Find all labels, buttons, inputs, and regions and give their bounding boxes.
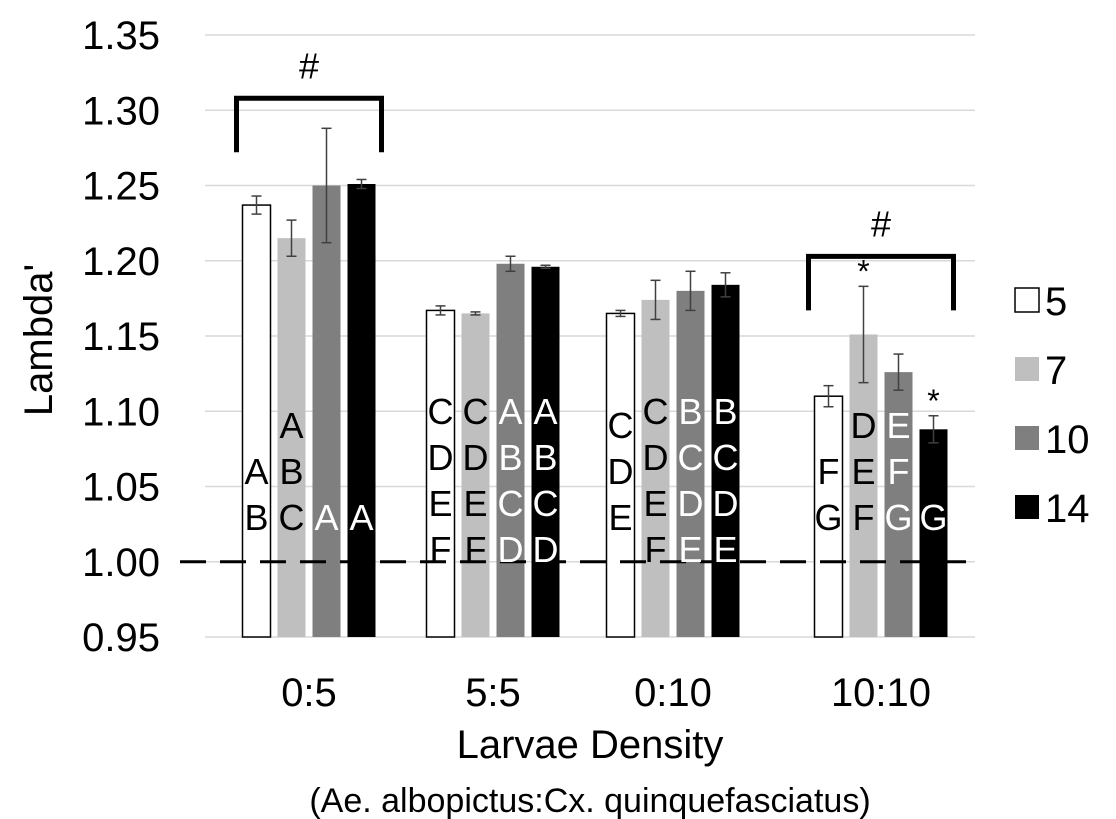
bar: [347, 183, 376, 637]
significance-letter: C: [678, 437, 704, 478]
bar: [277, 238, 306, 638]
significance-letter: D: [713, 483, 739, 524]
annotations: **##: [234, 45, 956, 419]
x-tick-label: 0:5: [281, 671, 337, 715]
legend-label: 5: [1045, 280, 1067, 324]
y-tick-label: 1.20: [82, 240, 160, 284]
significance-letters: ABCDEFCDEFGABCCDEFCDEFDEFAABCDBCDEEFGAAB…: [244, 391, 947, 570]
significance-letter: E: [713, 529, 737, 570]
significance-letter: F: [818, 451, 840, 492]
significance-letter: D: [851, 405, 877, 446]
significance-letter: E: [851, 451, 875, 492]
legend-label: 10: [1045, 418, 1090, 462]
y-tick-label: 1.15: [82, 315, 160, 359]
significance-letter: B: [533, 437, 557, 478]
bracket: [806, 253, 956, 311]
significance-letter: E: [463, 483, 487, 524]
significance-letter: A: [498, 391, 522, 432]
significance-letter: E: [886, 405, 910, 446]
bar: [676, 290, 705, 637]
significance-letter: A: [349, 497, 373, 538]
asterisk: *: [857, 253, 869, 289]
significance-letter: C: [463, 391, 489, 432]
significance-letter: D: [498, 529, 524, 570]
significance-letter: B: [279, 451, 303, 492]
significance-letter: E: [643, 483, 667, 524]
significance-letter: E: [608, 497, 632, 538]
significance-letter: D: [643, 437, 669, 478]
significance-letter: D: [533, 529, 559, 570]
bar: [241, 204, 272, 638]
significance-letter: F: [465, 529, 487, 570]
y-tick-label: 1.10: [82, 390, 160, 434]
y-tick-label: 1.00: [82, 541, 160, 585]
bar: [711, 284, 740, 637]
significance-letter: F: [645, 529, 667, 570]
significance-letter: A: [314, 497, 338, 538]
significance-letter: C: [279, 497, 305, 538]
significance-letter: C: [498, 483, 524, 524]
bar: [496, 263, 525, 637]
y-tick-label: 1.05: [82, 466, 160, 510]
significance-letter: B: [498, 437, 522, 478]
bracket: [234, 95, 384, 153]
legend-swatch: [1015, 426, 1039, 450]
significance-letter: F: [853, 497, 875, 538]
bracket-label: #: [871, 203, 891, 244]
x-axis-ticks: 0:5 5:5 0:10 10:10: [281, 671, 931, 715]
legend-swatch: [1014, 287, 1040, 313]
significance-letter: F: [430, 529, 452, 570]
bar: [531, 266, 560, 637]
bar: [641, 299, 670, 637]
significance-letter: D: [678, 483, 704, 524]
x-tick-label: 10:10: [831, 671, 931, 715]
significance-letter: G: [884, 497, 912, 538]
legend-label: 7: [1045, 349, 1067, 393]
significance-letter: A: [533, 391, 557, 432]
significance-letter: G: [814, 497, 842, 538]
significance-letter: C: [533, 483, 559, 524]
bar-series: [241, 127, 948, 638]
y-axis-label: Lambda': [17, 264, 61, 416]
legend-swatch: [1015, 357, 1039, 381]
y-axis-ticks: 0.95 1.00 1.05 1.10 1.15 1.20 1.25 1.30 1.35: [82, 14, 160, 660]
significance-letter: B: [678, 391, 702, 432]
bar: [849, 334, 878, 637]
bar: [919, 429, 948, 637]
significance-letter: B: [713, 391, 737, 432]
significance-letter: A: [244, 451, 268, 492]
significance-letter: C: [608, 405, 634, 446]
significance-letter: E: [428, 483, 452, 524]
x-tick-label: 5:5: [465, 671, 521, 715]
y-tick-label: 1.35: [82, 14, 160, 58]
significance-letter: B: [244, 497, 268, 538]
bar: [312, 185, 341, 637]
bracket-label: #: [299, 45, 319, 86]
asterisk: *: [927, 383, 939, 419]
bar: [605, 312, 636, 638]
x-tick-label: 0:10: [634, 671, 712, 715]
y-tick-label: 1.30: [82, 89, 160, 133]
significance-letter: C: [428, 391, 454, 432]
y-tick-label: 0.95: [82, 616, 160, 660]
significance-letter: G: [919, 497, 947, 538]
significance-letter: D: [463, 437, 489, 478]
significance-letter: D: [428, 437, 454, 478]
y-tick-label: 1.25: [82, 165, 160, 209]
bar: [884, 372, 913, 637]
legend-swatch: [1015, 495, 1039, 519]
bar: [461, 313, 490, 637]
significance-letter: D: [608, 451, 634, 492]
x-axis-label: Larvae Density: [457, 723, 724, 767]
legend-label: 14: [1045, 487, 1090, 531]
significance-letter: C: [713, 437, 739, 478]
significance-letter: A: [279, 405, 303, 446]
significance-letter: C: [643, 391, 669, 432]
significance-letter: E: [678, 529, 702, 570]
x-axis-sublabel: (Ae. albopictus:Cx. quinquefasciatus): [309, 782, 870, 819]
significance-letter: F: [888, 451, 910, 492]
legend: 5 7 10 14: [1014, 280, 1090, 531]
